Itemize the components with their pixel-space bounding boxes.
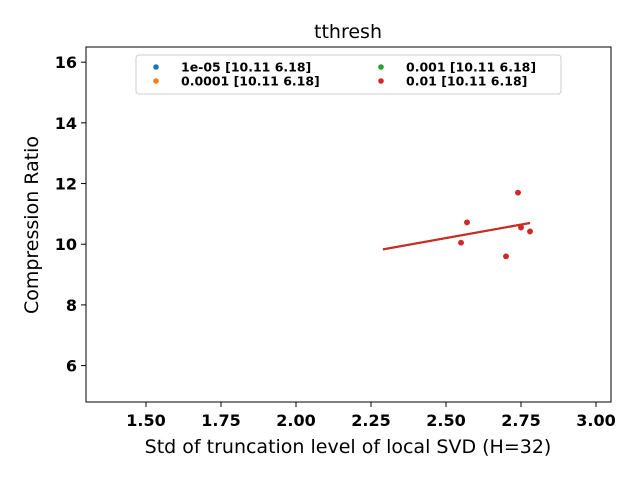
fit-line-series-3 — [382, 221, 531, 251]
legend-marker — [153, 64, 159, 70]
x-tick-label: 3.00 — [576, 411, 615, 430]
y-tick-label: 10 — [55, 235, 77, 254]
x-axis: 1.50 1.75 2.00 2.25 2.50 2.75 3.00 — [126, 402, 616, 430]
data-point-series-3 — [458, 239, 464, 246]
legend-label: 1e-05 [10.11 6.18] — [181, 60, 311, 75]
x-tick-label: 2.00 — [276, 411, 315, 430]
y-tick-label: 16 — [55, 53, 77, 72]
data-point-series-3 — [527, 228, 533, 235]
data-point-series-3 — [515, 189, 521, 196]
legend-label: 0.001 [10.11 6.18] — [406, 60, 536, 75]
data-point-series-3 — [518, 224, 524, 231]
y-tick-label: 12 — [55, 175, 77, 194]
y-tick-label: 6 — [66, 357, 77, 376]
legend-label: 0.0001 [10.11 6.18] — [181, 74, 320, 89]
chart-title: tthresh — [314, 21, 382, 43]
data-point-series-3 — [503, 253, 509, 260]
plot-area — [382, 189, 533, 260]
x-tick-label: 2.75 — [501, 411, 540, 430]
x-tick-label: 1.75 — [201, 411, 240, 430]
legend-label: 0.01 [10.11 6.18] — [406, 74, 527, 89]
y-tick-label: 8 — [66, 296, 77, 315]
legend-marker — [378, 78, 384, 84]
x-tick-label: 2.25 — [351, 411, 390, 430]
y-axis: 6 8 10 12 14 16 — [55, 53, 86, 376]
legend-box — [135, 54, 562, 95]
legend-marker — [153, 78, 159, 84]
plot-frame — [85, 46, 612, 403]
y-axis-label: Compression Ratio — [21, 136, 43, 314]
legend-marker — [378, 64, 384, 70]
x-tick-label: 2.50 — [426, 411, 465, 430]
x-tick-label: 1.50 — [126, 411, 165, 430]
x-axis-label: Std of truncation level of local SVD (H=… — [145, 436, 552, 458]
y-tick-label: 14 — [55, 114, 77, 133]
legend: 1e-05 [10.11 6.18]0.0001 [10.11 6.18] 0.0… — [135, 54, 562, 95]
data-point-series-3 — [464, 219, 470, 226]
